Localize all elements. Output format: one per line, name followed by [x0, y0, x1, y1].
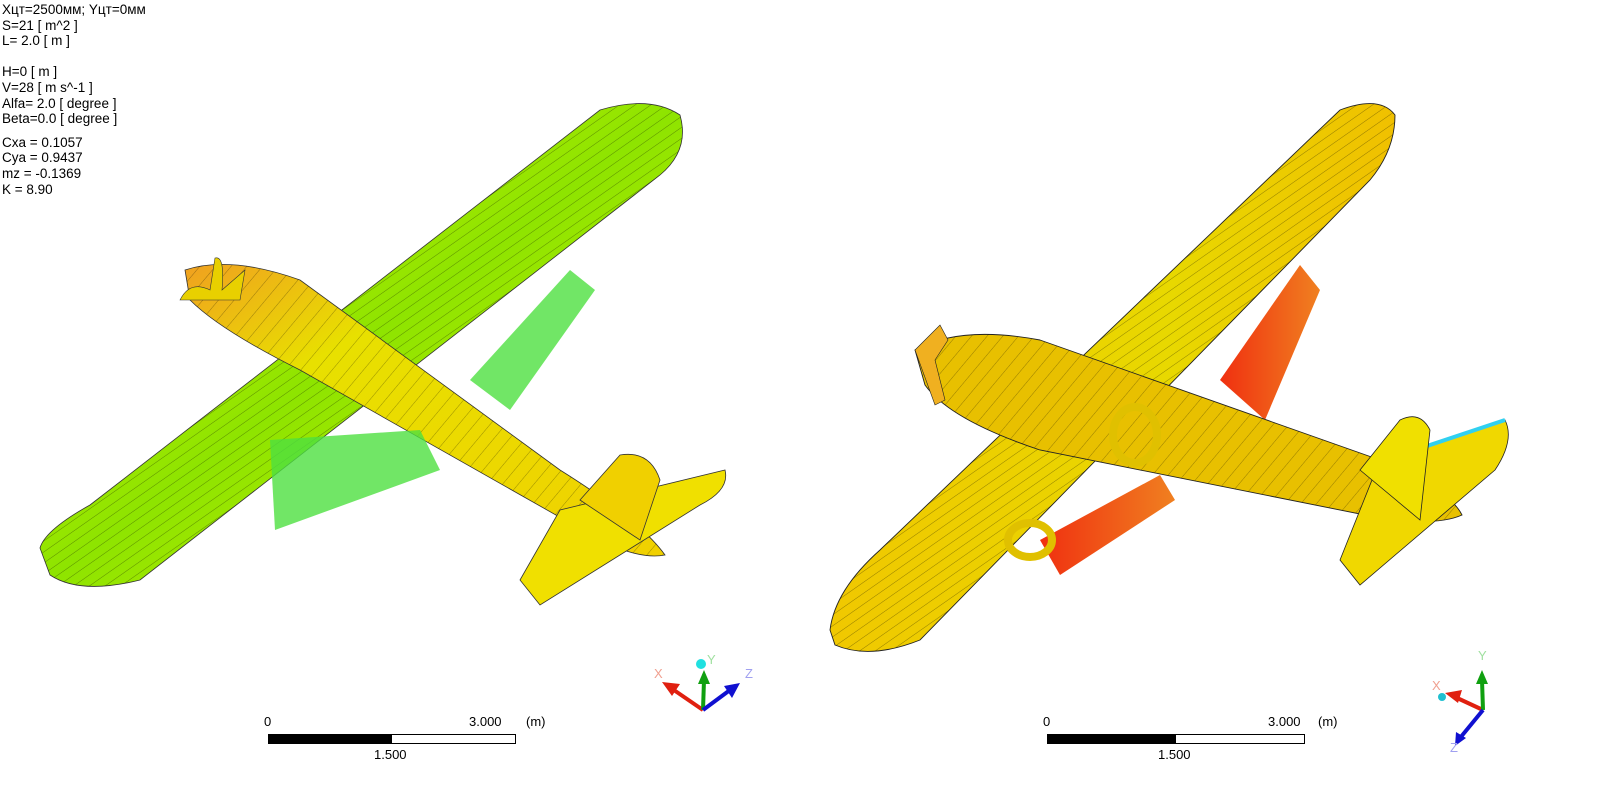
engine-ring: [1004, 519, 1056, 561]
scale-start-label: 0: [1043, 714, 1051, 729]
propeller: [179, 257, 246, 301]
coefficient-line: Cxa = 0.1057: [2, 134, 83, 150]
info-line: Alfa= 2.0 [ degree ]: [2, 95, 117, 111]
aircraft-right-view: [829, 103, 1509, 652]
axis-x-label: X: [654, 666, 663, 681]
vertical-tail: [579, 453, 661, 541]
info-line: Xцт=2500мм; Yцт=0мм: [2, 2, 146, 17]
flow-conditions-readout: Xцт=2500мм; Yцт=0мм S=21 [ m^2 ] L= 2.0 …: [2, 2, 146, 197]
scale-mid-label: 1.500: [374, 747, 407, 762]
axis-triad: X Y Z: [654, 652, 753, 712]
scale-end-label: 3.000: [469, 714, 502, 729]
coefficient-line: Cya = 0.9437: [2, 150, 83, 166]
info-line: H=0 [ m ]: [2, 64, 58, 80]
aircraft-left-view: [39, 103, 727, 606]
nacelle: [470, 270, 595, 410]
info-line: V=28 [ m s^-1 ]: [2, 79, 93, 95]
axis-x-label: X: [1432, 678, 1441, 693]
scale-bar-graphic: [1047, 734, 1305, 744]
scale-unit-label: (m): [1318, 714, 1338, 729]
engine-ring: [1109, 403, 1161, 467]
info-line: L= 2.0 [ m ]: [2, 33, 70, 49]
scale-mid-label: 1.500: [1158, 747, 1191, 762]
axis-y-label: Y: [1478, 648, 1487, 663]
axis-z-label: Z: [1450, 740, 1458, 755]
flap: [1220, 265, 1320, 420]
scale-end-label: 3.000: [1268, 714, 1301, 729]
scale-bar-graphic: [268, 734, 516, 744]
vertical-tail: [1359, 416, 1431, 521]
horizontal-tail: [519, 469, 727, 606]
scale-start-label: 0: [264, 714, 272, 729]
propeller: [914, 324, 949, 406]
axis-y-label: Y: [707, 652, 716, 667]
axis-z-label: Z: [745, 666, 753, 681]
coefficient-line: K = 8.90: [2, 181, 53, 197]
info-line: Beta=0.0 [ degree ]: [2, 111, 118, 127]
info-line: S=21 [ m^2 ]: [2, 17, 78, 33]
nacelle: [270, 430, 440, 530]
coefficient-line: mz = -0.1369: [2, 165, 82, 181]
axis-triad: X Y Z: [1432, 648, 1488, 755]
scale-unit-label: (m): [526, 714, 546, 729]
flap: [1040, 475, 1175, 575]
